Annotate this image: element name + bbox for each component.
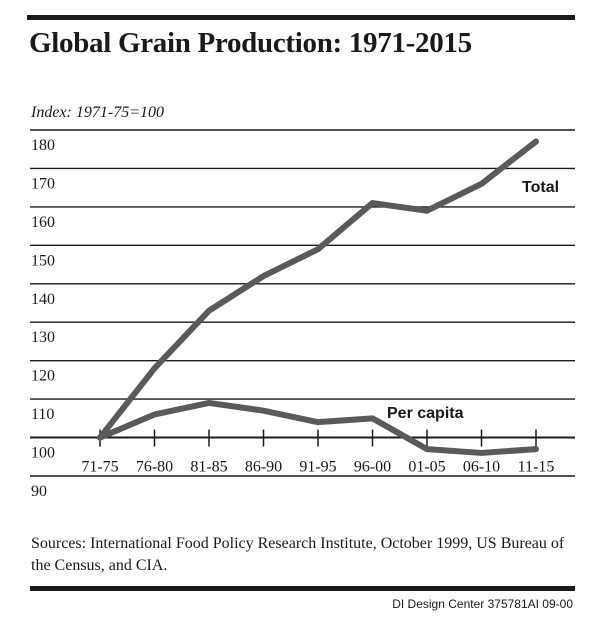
x-tick-label: 76-80 <box>136 459 173 476</box>
series-label-per-capita: Per capita <box>387 405 464 422</box>
x-tick-label: 86-90 <box>245 459 282 476</box>
x-tick-label: 96-00 <box>354 459 391 476</box>
series-line-total <box>97 138 539 441</box>
y-tick-label: 180 <box>31 137 55 154</box>
top-rule <box>27 15 575 20</box>
x-tick-label: 81-85 <box>190 459 227 476</box>
x-tick-label: 71-75 <box>81 459 118 476</box>
y-tick-label: 120 <box>31 368 55 385</box>
series-lines <box>97 138 539 456</box>
x-tick-label: 06-10 <box>463 459 500 476</box>
y-tick-label: 110 <box>31 406 54 423</box>
chart-subtitle: Index: 1971-75=100 <box>31 104 164 121</box>
y-tick-label: 90 <box>31 483 47 500</box>
x-tick-label: 01-05 <box>408 459 445 476</box>
x-axis: 71-75 76-80 81-85 86-90 91-95 96-00 01-05 06-10… <box>81 429 555 476</box>
x-tick-label: 11-15 <box>518 459 555 476</box>
y-tick-label: 100 <box>31 445 55 462</box>
chart-title: Global Grain Production: 1971-2015 <box>29 27 472 59</box>
sources-note: Sources: International Food Policy Resea… <box>31 535 565 574</box>
credit-line: DI Design Center 375781AI 09-00 <box>392 597 573 611</box>
y-tick-label: 160 <box>31 214 55 231</box>
y-tick-label: 130 <box>31 329 55 346</box>
y-tick-label: 170 <box>31 175 55 192</box>
y-tick-label: 140 <box>31 291 55 308</box>
y-axis-labels: 180 170 160 150 140 130 120 110 100 90 <box>31 137 55 500</box>
series-label-total: Total <box>522 179 559 196</box>
series-labels: Total Per capita <box>387 179 559 422</box>
x-tick-label: 91-95 <box>299 459 336 476</box>
gridlines <box>30 129 575 477</box>
bottom-rule <box>30 586 575 591</box>
y-tick-label: 150 <box>31 252 55 269</box>
